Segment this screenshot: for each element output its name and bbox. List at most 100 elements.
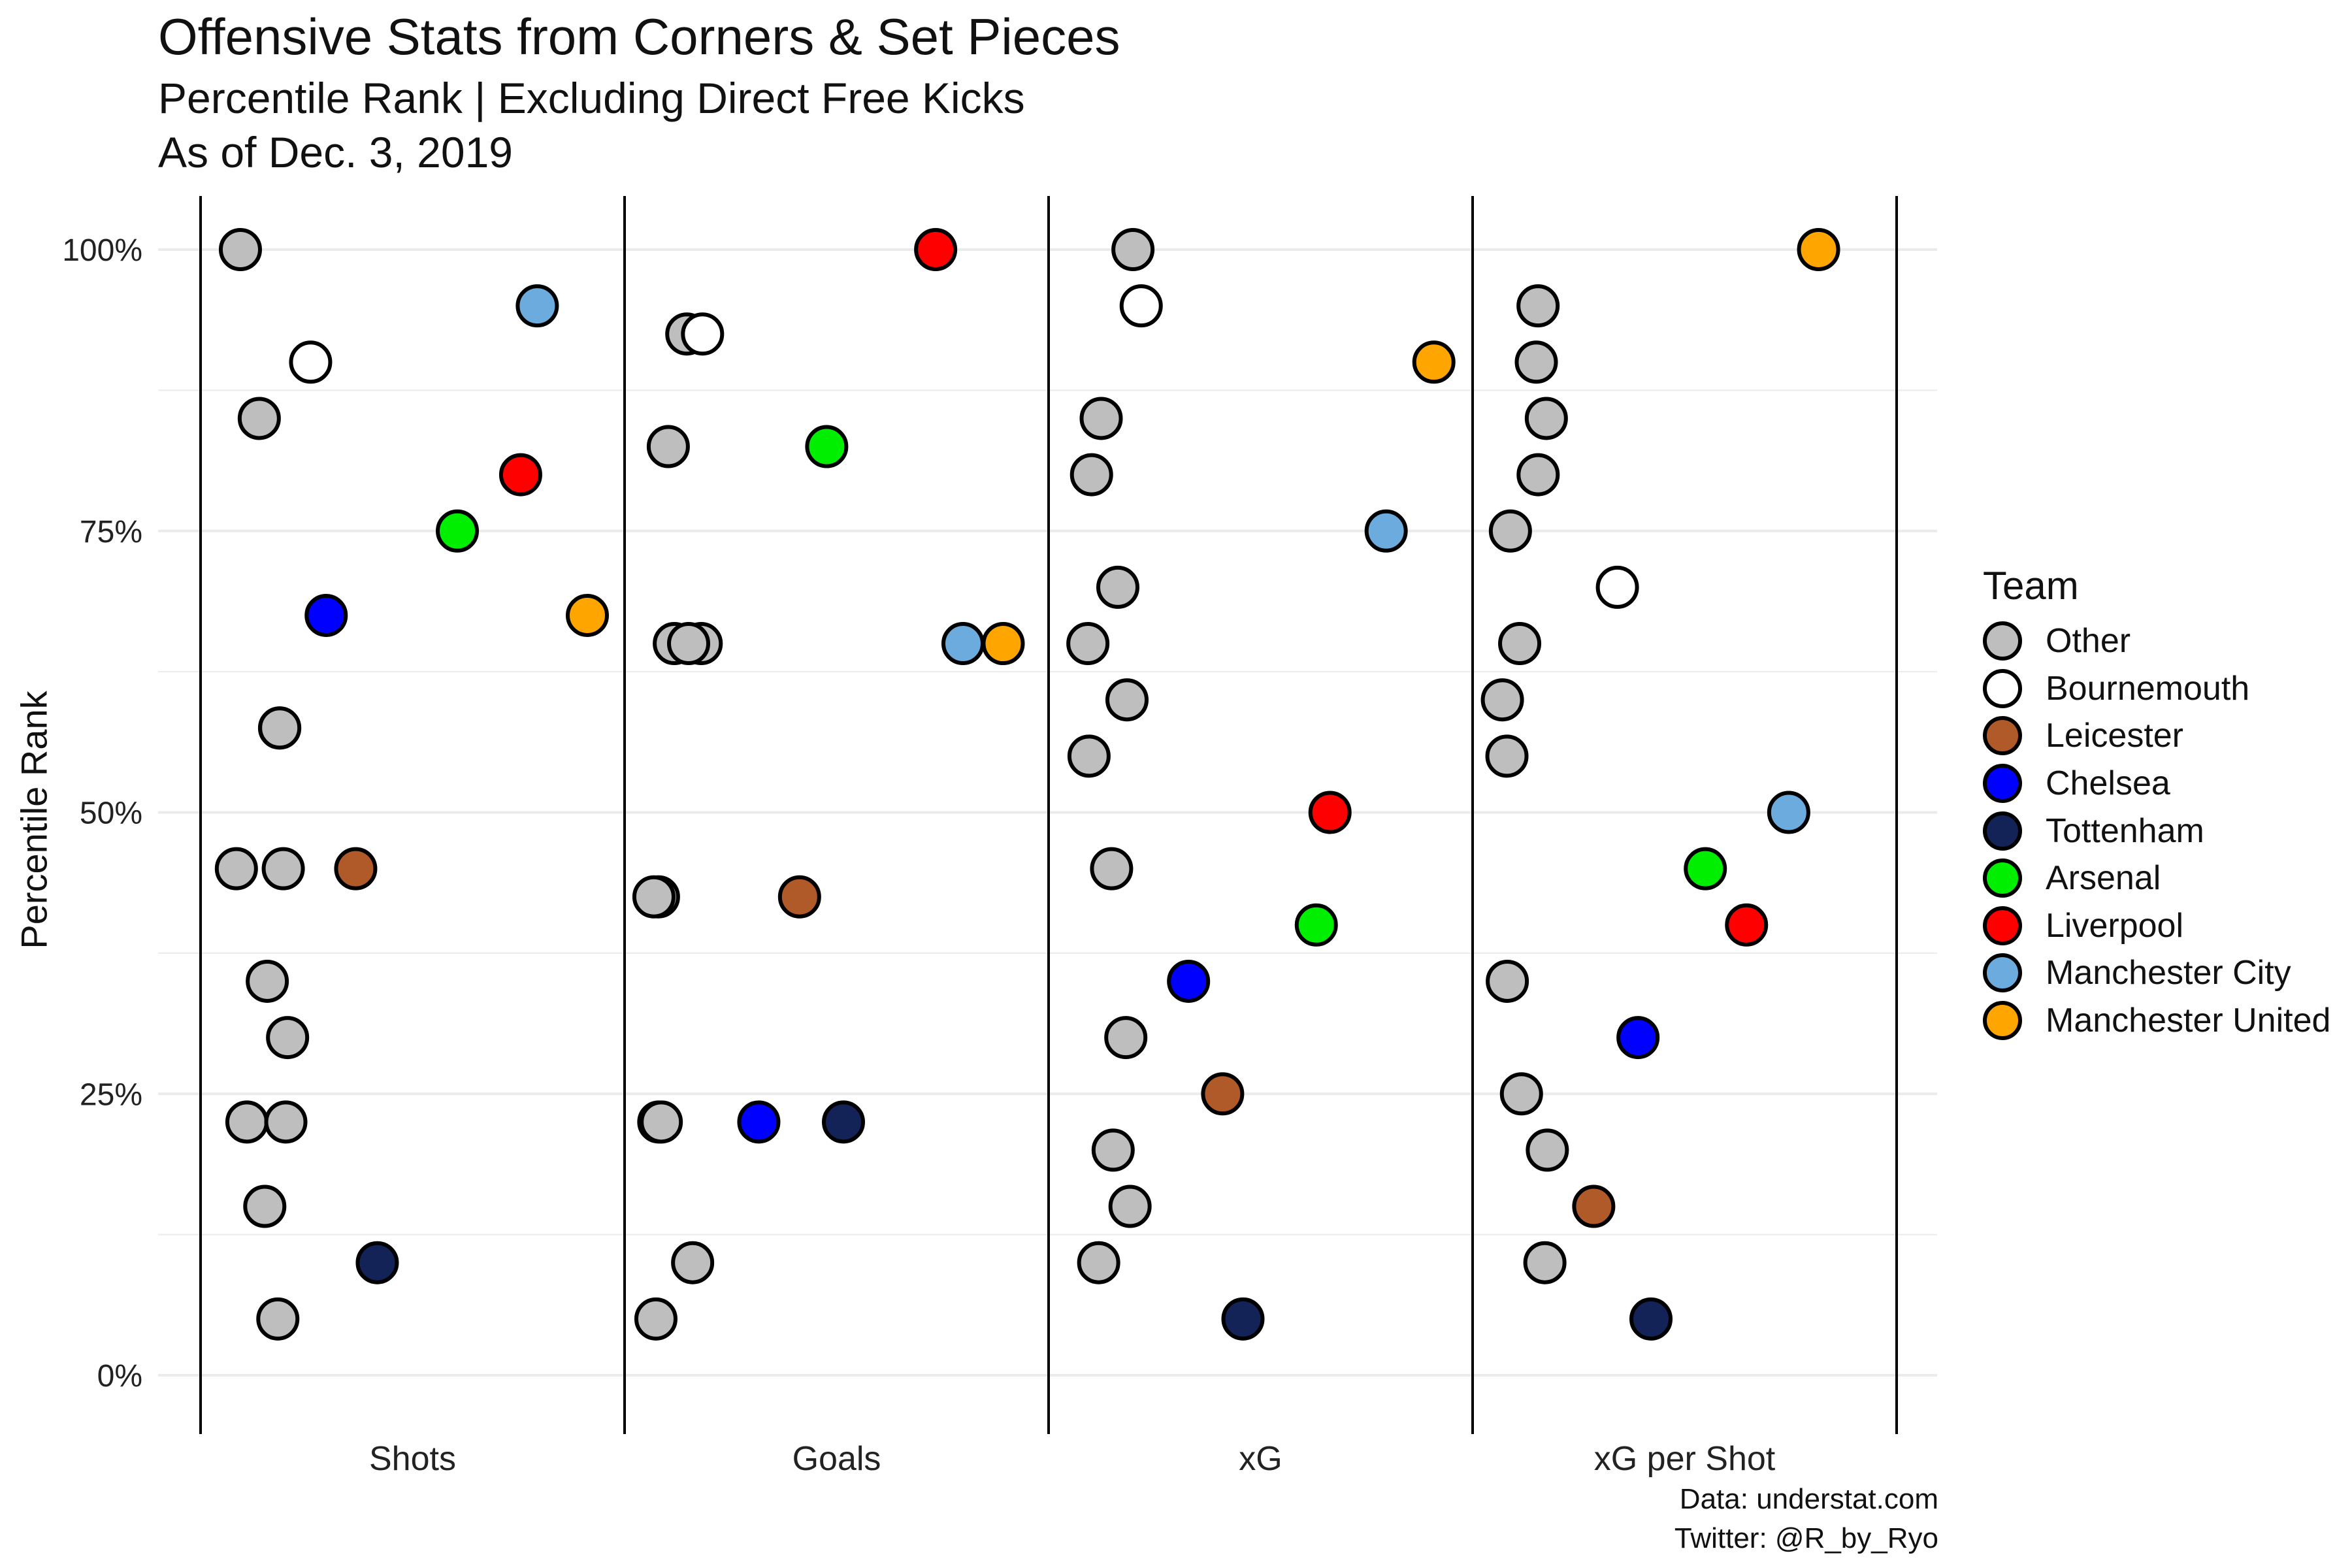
- point-other: [237, 397, 281, 440]
- legend-swatch: [1983, 621, 2022, 661]
- legend-item: Tottenham: [1983, 807, 2330, 855]
- point-manchester-city: [1767, 791, 1810, 834]
- point-other: [634, 1297, 678, 1341]
- point-arsenal: [436, 509, 480, 553]
- point-manchester-united: [565, 593, 609, 637]
- data-points: [214, 228, 1840, 1341]
- point-tottenham: [1221, 1297, 1265, 1341]
- y-tick-label: 25%: [80, 1077, 142, 1112]
- legend-item: Liverpool: [1983, 902, 2330, 950]
- point-other: [1090, 847, 1134, 890]
- facet-separators: [199, 196, 1898, 1434]
- point-other: [246, 959, 289, 1003]
- x-tick-label: xG: [1239, 1440, 1282, 1478]
- point-leicester: [1572, 1184, 1616, 1228]
- legend-label: Chelsea: [2046, 764, 2170, 803]
- legend: Team Other Bournemouth Leicester Chelsea Tot…: [1983, 563, 2330, 1044]
- point-other: [256, 1297, 300, 1341]
- point-other: [266, 1016, 310, 1060]
- x-tick-label: Goals: [792, 1440, 881, 1478]
- point-other: [214, 847, 258, 890]
- point-leicester: [334, 847, 378, 890]
- legend-swatch: [1983, 764, 2022, 804]
- point-other: [243, 1184, 287, 1228]
- legend-item: Arsenal: [1983, 855, 2330, 902]
- point-arsenal: [1294, 903, 1338, 947]
- point-other: [1077, 1241, 1120, 1284]
- legend-swatch: [1983, 716, 2022, 756]
- legend-label: Leicester: [2046, 717, 2183, 755]
- point-other: [632, 875, 676, 919]
- point-other: [1514, 340, 1558, 384]
- point-other: [1111, 228, 1155, 271]
- point-bournemouth: [1119, 284, 1163, 328]
- chart-date: As of Dec. 3, 2019: [158, 128, 513, 176]
- point-other: [1105, 678, 1149, 722]
- legend-item: Manchester City: [1983, 949, 2330, 997]
- y-tick-label: 0%: [97, 1359, 142, 1394]
- point-manchester-city: [1364, 509, 1408, 553]
- point-other: [1488, 509, 1532, 553]
- legend-swatch: [1983, 953, 2022, 993]
- legend-label: Arsenal: [2046, 859, 2161, 898]
- legend-item: Bournemouth: [1983, 665, 2330, 713]
- legend-item: Other: [1983, 617, 2330, 665]
- legend-label: Manchester City: [2046, 954, 2291, 992]
- point-chelsea: [737, 1100, 781, 1144]
- point-other: [1524, 397, 1568, 440]
- point-other: [1480, 678, 1524, 722]
- point-tottenham: [822, 1100, 866, 1144]
- legend-swatch: [1983, 668, 2022, 708]
- point-liverpool: [1725, 903, 1769, 947]
- point-bournemouth: [681, 312, 725, 356]
- point-other: [1104, 1016, 1148, 1060]
- legend-label: Liverpool: [2046, 906, 2184, 945]
- point-other: [1485, 734, 1529, 778]
- y-tick-label: 50%: [80, 796, 142, 831]
- legend-swatch: [1983, 811, 2022, 851]
- point-liverpool: [1308, 791, 1352, 834]
- point-other: [640, 1100, 683, 1144]
- legend-title: Team: [1983, 564, 2079, 608]
- point-tottenham: [1629, 1297, 1673, 1341]
- point-chelsea: [1616, 1016, 1660, 1060]
- point-other: [1523, 1241, 1567, 1284]
- point-leicester: [1201, 1072, 1245, 1116]
- point-other: [1091, 1128, 1135, 1172]
- point-chelsea: [1167, 959, 1211, 1003]
- legend-swatch: [1983, 858, 2022, 898]
- chart-subtitle: Percentile Rank | Excluding Direct Free …: [158, 74, 1025, 122]
- point-other: [1108, 1184, 1152, 1228]
- point-other: [1096, 565, 1139, 609]
- legend-swatch: [1983, 906, 2022, 945]
- point-other: [646, 425, 690, 468]
- point-other: [667, 622, 711, 666]
- point-chelsea: [304, 593, 348, 637]
- point-other: [1066, 622, 1110, 666]
- legend-label: Tottenham: [2046, 811, 2204, 850]
- point-other: [1499, 1072, 1543, 1116]
- point-tottenham: [355, 1241, 399, 1284]
- point-other: [1486, 959, 1529, 1003]
- point-bournemouth: [1595, 565, 1639, 609]
- point-liverpool: [498, 453, 542, 497]
- point-other: [1070, 453, 1113, 497]
- point-other: [1516, 453, 1560, 497]
- point-leicester: [777, 875, 821, 919]
- legend-item: Leicester: [1983, 712, 2330, 760]
- point-other: [258, 706, 302, 750]
- point-other: [225, 1100, 269, 1144]
- point-other: [1067, 734, 1111, 778]
- point-other: [218, 228, 262, 271]
- legend-label: Bournemouth: [2046, 669, 2250, 708]
- point-other: [264, 1100, 308, 1144]
- point-manchester-united: [1412, 340, 1456, 384]
- point-liverpool: [914, 228, 958, 271]
- point-other: [261, 847, 305, 890]
- point-other: [1516, 284, 1560, 328]
- point-manchester-united: [981, 622, 1025, 666]
- y-tick-label: 75%: [80, 515, 142, 549]
- point-other: [671, 1241, 715, 1284]
- y-tick-label: 100%: [62, 233, 142, 268]
